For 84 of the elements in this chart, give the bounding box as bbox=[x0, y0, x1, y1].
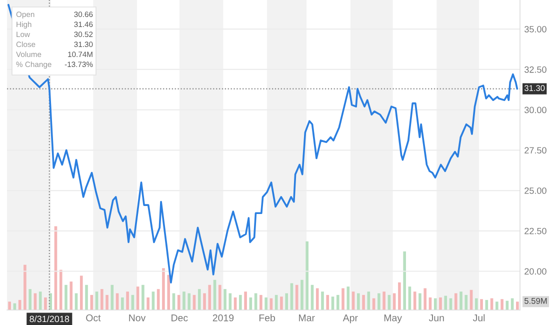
bar bbox=[85, 284, 88, 310]
line-series bbox=[8, 4, 518, 284]
bar bbox=[264, 297, 268, 310]
bar bbox=[474, 298, 478, 310]
bar bbox=[260, 294, 262, 310]
bar bbox=[59, 270, 62, 310]
bar bbox=[485, 300, 488, 310]
x-tick-label: Mar bbox=[299, 314, 315, 322]
bar bbox=[336, 294, 340, 310]
bar bbox=[188, 293, 191, 310]
bar bbox=[439, 297, 442, 310]
bar bbox=[444, 296, 448, 310]
bar bbox=[146, 297, 150, 310]
bar bbox=[224, 289, 226, 310]
bar bbox=[142, 284, 144, 310]
bar bbox=[126, 292, 129, 310]
ref-line-label: 31.30 bbox=[524, 85, 545, 92]
bar bbox=[38, 292, 42, 310]
y-tick-label: 30.00 bbox=[524, 106, 546, 114]
bar bbox=[434, 298, 437, 310]
y-tick-label: 22.50 bbox=[524, 228, 546, 234]
bar bbox=[356, 293, 360, 310]
bar bbox=[90, 294, 94, 310]
bar bbox=[398, 282, 401, 310]
x-tick-label: 2019 bbox=[212, 314, 234, 322]
bar bbox=[500, 299, 504, 310]
text: 5.59M bbox=[524, 298, 547, 304]
bar bbox=[378, 293, 380, 310]
y-tick-label: 35.00 bbox=[524, 26, 546, 32]
bar bbox=[321, 292, 324, 310]
bar bbox=[218, 284, 222, 310]
x-tick-label: May bbox=[384, 314, 402, 324]
bar bbox=[228, 293, 232, 310]
bar bbox=[162, 268, 165, 310]
x-tick-label: Jul bbox=[472, 314, 485, 322]
bar bbox=[8, 302, 11, 310]
ref-line-label: 8/31/2018 bbox=[30, 316, 70, 322]
x-tick-label: Nov bbox=[129, 314, 146, 322]
y-tick-label: 32.50 bbox=[524, 66, 546, 73]
x-tick-label: Apr bbox=[342, 314, 358, 324]
x-tick-label: Feb bbox=[259, 314, 276, 322]
bar bbox=[496, 302, 498, 310]
bar bbox=[70, 282, 73, 310]
x-tick-label: Oct bbox=[86, 314, 101, 322]
bar bbox=[316, 288, 319, 310]
bar bbox=[121, 297, 124, 310]
bar bbox=[382, 292, 386, 310]
bar bbox=[182, 292, 186, 310]
bar bbox=[295, 284, 298, 310]
bar bbox=[244, 292, 247, 310]
bar bbox=[177, 294, 180, 310]
bar bbox=[362, 294, 365, 310]
bar bbox=[280, 296, 283, 310]
bar bbox=[208, 284, 212, 310]
bar bbox=[326, 294, 330, 310]
y-tick-label: 25.00 bbox=[524, 187, 546, 194]
bar bbox=[424, 288, 427, 310]
y-tick-label: 27.50 bbox=[524, 147, 546, 154]
x-tick-label: Dec bbox=[172, 314, 188, 322]
bar bbox=[460, 292, 462, 310]
bar bbox=[167, 274, 170, 310]
bar bbox=[100, 289, 104, 310]
bar bbox=[403, 251, 406, 310]
bar bbox=[24, 264, 26, 310]
bar bbox=[480, 299, 483, 310]
bar bbox=[285, 293, 288, 310]
bar bbox=[464, 294, 468, 310]
x-tick-label: Jun bbox=[428, 314, 444, 322]
bar bbox=[28, 289, 32, 310]
bar bbox=[80, 276, 83, 310]
bar bbox=[198, 289, 201, 310]
bar bbox=[306, 241, 309, 310]
bar bbox=[203, 293, 206, 310]
bar bbox=[300, 280, 304, 310]
bar bbox=[44, 297, 47, 310]
bar bbox=[346, 286, 350, 310]
bar bbox=[239, 294, 242, 310]
bar bbox=[516, 302, 519, 310]
bar bbox=[106, 294, 108, 310]
bar bbox=[64, 284, 68, 310]
bar bbox=[418, 293, 422, 310]
bar bbox=[342, 288, 344, 310]
y-tick-label: 20.00 bbox=[524, 268, 546, 275]
bar bbox=[454, 293, 458, 310]
